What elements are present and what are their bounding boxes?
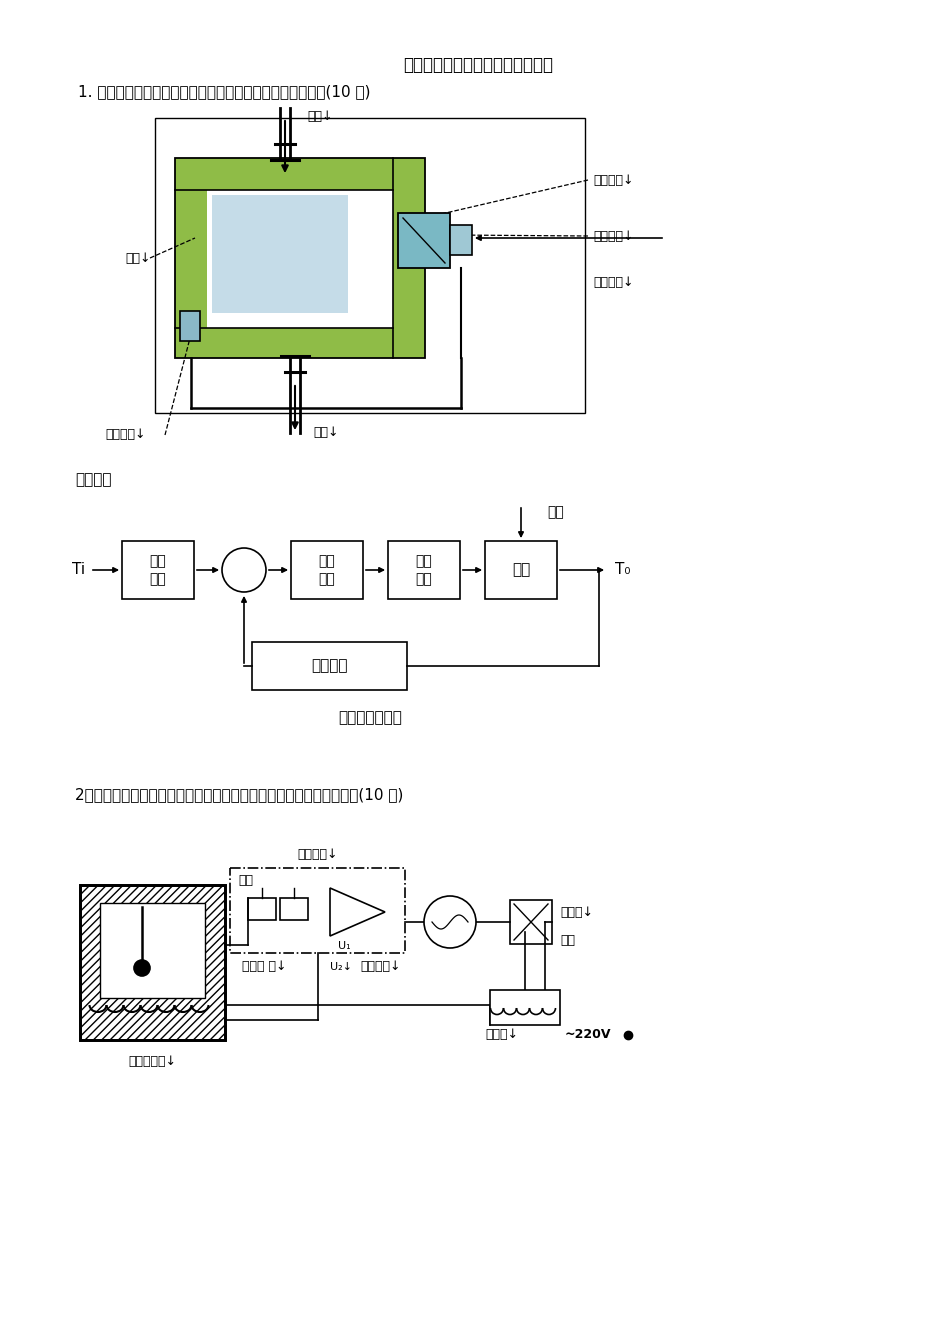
Bar <box>80 884 225 1040</box>
Text: 温控开关↓: 温控开关↓ <box>593 230 634 242</box>
Text: 2．试分析如图所示恒温筱的温度控制系统工作原理，并绘出方框图。(10 分): 2．试分析如图所示恒温筱的温度控制系统工作原理，并绘出方框图。(10 分) <box>75 788 404 802</box>
Bar <box>393 190 423 328</box>
Text: U₁: U₁ <box>338 941 351 952</box>
Text: 开关: 开关 <box>318 573 335 586</box>
Bar <box>388 542 460 599</box>
Text: 给定环节↓: 给定环节↓ <box>297 848 338 862</box>
Text: ~220V: ~220V <box>565 1028 612 1042</box>
Text: 冷水↓: 冷水↓ <box>307 109 332 122</box>
Text: T₀: T₀ <box>615 563 631 578</box>
Bar <box>212 195 348 313</box>
Text: 测压器↓: 测压器↓ <box>485 1028 518 1042</box>
Bar <box>175 159 425 358</box>
Bar <box>100 903 205 999</box>
Text: 电机: 电机 <box>560 934 575 946</box>
Bar <box>155 118 585 413</box>
Text: 解：如图: 解：如图 <box>75 473 111 488</box>
Bar <box>291 542 363 599</box>
Bar <box>175 159 425 358</box>
Bar <box>230 868 405 953</box>
Text: 功率放大↓: 功率放大↓ <box>360 961 401 973</box>
Text: 测温元件: 测温元件 <box>312 659 348 673</box>
Bar <box>252 642 407 689</box>
Bar <box>80 884 225 1040</box>
Text: 干扪: 干扪 <box>547 505 563 519</box>
Bar <box>450 224 472 255</box>
Text: Ti: Ti <box>72 563 86 578</box>
Bar <box>393 190 423 328</box>
Text: 电加热器↓: 电加热器↓ <box>593 173 634 187</box>
Circle shape <box>134 960 150 976</box>
Text: 加热电阵丝↓: 加热电阵丝↓ <box>128 1055 177 1068</box>
Bar <box>485 542 557 599</box>
Text: U₂↓: U₂↓ <box>330 962 352 972</box>
Bar <box>180 310 200 341</box>
Text: 电加热器方框图: 电加热器方框图 <box>338 711 402 726</box>
Text: 元件: 元件 <box>150 573 166 586</box>
Bar <box>207 190 393 328</box>
Bar <box>490 991 560 1025</box>
Text: 电加: 电加 <box>416 554 432 569</box>
Circle shape <box>424 896 476 948</box>
Bar <box>122 542 194 599</box>
Text: 热电偶: 热电偶 <box>133 1021 152 1031</box>
Bar <box>280 898 308 921</box>
Text: 给定: 给定 <box>150 554 166 569</box>
Polygon shape <box>330 888 385 935</box>
Text: 水筱↓: 水筱↓ <box>125 251 150 265</box>
Text: 温控: 温控 <box>318 554 335 569</box>
Text: 减速器↓: 减速器↓ <box>560 906 593 918</box>
Text: 热器: 热器 <box>416 573 432 586</box>
Bar <box>398 212 450 267</box>
Text: 热水↓: 热水↓ <box>313 426 338 439</box>
Text: 1. 试分析自动恒温电加热水器工作原理及控制系统方框图。(10 分): 1. 试分析自动恒温电加热水器工作原理及控制系统方框图。(10 分) <box>78 85 370 99</box>
Text: 希望温度↓: 希望温度↓ <box>593 277 634 289</box>
Bar <box>510 900 552 943</box>
Bar <box>248 898 276 921</box>
Text: 比较: 比较 <box>238 874 253 887</box>
Text: 电压放 大↓: 电压放 大↓ <box>242 961 287 973</box>
Text: 水箱: 水箱 <box>512 563 530 578</box>
Circle shape <box>222 548 266 591</box>
Text: 测温元件↓: 测温元件↓ <box>105 429 145 441</box>
Text: 西南交《控制工程基础》离线作业: 西南交《控制工程基础》离线作业 <box>403 56 553 74</box>
